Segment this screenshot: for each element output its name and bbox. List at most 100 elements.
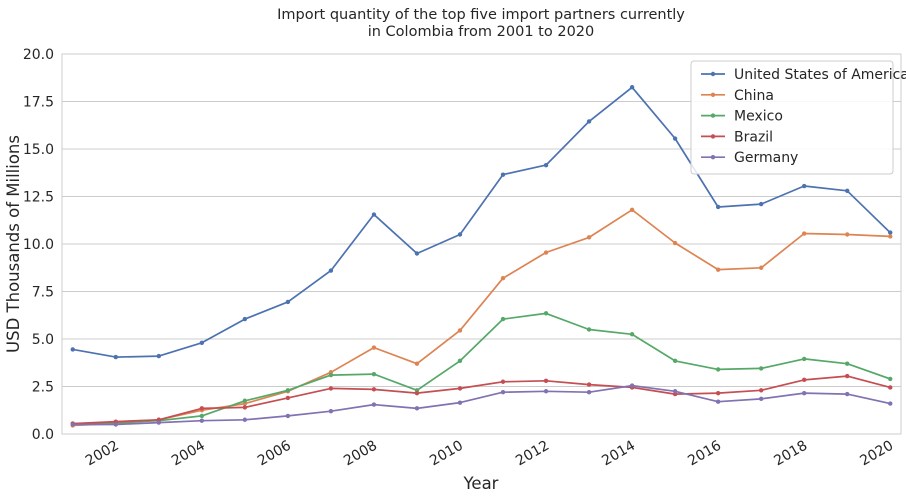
- data-point: [457, 328, 463, 333]
- data-point: [888, 234, 893, 239]
- legend-marker: [710, 155, 716, 160]
- data-point: [801, 231, 807, 236]
- data-point: [629, 383, 635, 388]
- data-point: [801, 377, 807, 383]
- data-point: [845, 361, 850, 366]
- data-point: [629, 332, 635, 337]
- y-tick-label: 20.0: [23, 47, 54, 63]
- series-4: [70, 383, 893, 427]
- data-point: [242, 405, 248, 410]
- y-tick-label: 17.5: [23, 95, 54, 111]
- y-tick-label: 7.5: [32, 285, 54, 301]
- series-line: [72, 375, 891, 425]
- series-line: [72, 86, 891, 358]
- data-point: [199, 413, 205, 419]
- data-point: [715, 390, 721, 396]
- data-point: [586, 390, 592, 395]
- legend-item: Brazil: [701, 129, 773, 145]
- data-point: [70, 347, 75, 352]
- legend-item: Mexico: [701, 109, 783, 125]
- data-point: [715, 267, 721, 272]
- data-point: [328, 386, 334, 391]
- data-point: [113, 422, 118, 427]
- data-point: [801, 183, 807, 189]
- data-point: [328, 268, 334, 273]
- legend: United States of America China Mexico Brazi…: [690, 60, 906, 175]
- y-tick-label: 0.0: [32, 427, 54, 443]
- data-point: [758, 396, 764, 402]
- data-point: [242, 417, 248, 422]
- legend-item: China: [701, 88, 774, 104]
- data-point: [414, 390, 420, 396]
- data-point: [758, 388, 764, 393]
- data-point: [199, 406, 205, 411]
- data-point: [371, 387, 377, 392]
- series-1: [70, 207, 893, 428]
- y-tick-label: 5.0: [32, 332, 54, 348]
- data-point: [242, 398, 248, 403]
- data-point: [500, 316, 506, 322]
- data-point: [371, 212, 377, 217]
- series-line: [72, 208, 891, 427]
- data-point: [242, 316, 248, 322]
- data-point: [500, 379, 506, 384]
- legend-item: United States of America: [701, 67, 906, 83]
- data-point: [414, 251, 420, 256]
- data-point: [672, 358, 678, 364]
- y-tick-label: 12.5: [23, 190, 54, 206]
- series-0: [70, 85, 893, 360]
- data-point: [500, 276, 506, 281]
- data-point: [672, 136, 678, 141]
- data-point: [586, 119, 592, 124]
- chart-title-line-2: in Colombia from 2001 to 2020: [368, 24, 595, 40]
- data-point: [457, 386, 463, 391]
- data-point: [328, 372, 334, 378]
- data-point: [801, 390, 807, 396]
- plot-area-frame: [61, 53, 902, 435]
- data-point: [543, 378, 549, 383]
- legend-label: Germany: [734, 150, 798, 166]
- data-point: [285, 413, 291, 419]
- data-point: [371, 345, 377, 350]
- data-point: [371, 371, 377, 377]
- data-point: [888, 401, 893, 406]
- data-point: [715, 204, 721, 210]
- x-axis-label: Year: [463, 474, 499, 493]
- data-point: [500, 390, 506, 395]
- series-2: [70, 311, 893, 426]
- data-point: [672, 240, 678, 246]
- data-point: [586, 235, 592, 240]
- data-point: [845, 373, 850, 379]
- y-tick-label: 10.0: [23, 237, 54, 253]
- data-point: [672, 389, 678, 394]
- data-point: [328, 409, 334, 414]
- data-point: [156, 353, 162, 359]
- data-point: [285, 395, 291, 401]
- legend-marker: [710, 71, 716, 77]
- series-line: [72, 384, 891, 426]
- data-point: [715, 367, 721, 372]
- legend-label: United States of America: [734, 67, 906, 83]
- data-point: [845, 232, 850, 237]
- data-point: [543, 311, 549, 316]
- data-point: [70, 422, 75, 427]
- data-point: [888, 385, 893, 390]
- legend-box: [690, 60, 894, 175]
- data-point: [888, 376, 893, 382]
- data-point: [457, 400, 463, 405]
- data-point: [414, 361, 420, 366]
- y-axis-ticks: 0.0 2.5 5.0 7.5 10.0 12.5 15.0 17.5 20.0: [23, 47, 54, 443]
- data-point: [629, 207, 635, 212]
- data-point: [629, 85, 635, 90]
- y-tick-label: 15.0: [23, 142, 54, 158]
- data-point: [845, 188, 850, 193]
- data-point: [500, 172, 506, 177]
- data-point: [543, 389, 549, 394]
- chart-title-line-1: Import quantity of the top five import p…: [277, 7, 685, 23]
- data-point: [543, 162, 549, 168]
- data-point: [801, 356, 807, 362]
- y-axis-label: USD Thousands of Millions: [4, 135, 23, 353]
- data-point: [758, 201, 764, 207]
- data-point: [156, 420, 162, 425]
